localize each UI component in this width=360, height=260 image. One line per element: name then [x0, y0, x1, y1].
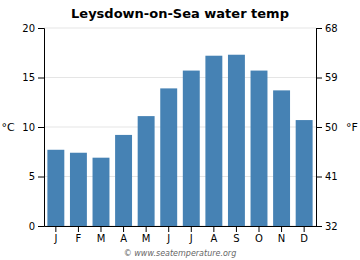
grid-line: [44, 77, 316, 78]
bar: [296, 120, 313, 226]
y-tick-label: 15: [22, 72, 35, 83]
title: Leysdown-on-Sea water temp: [71, 6, 289, 21]
annotation: © www.seatemperature.org: [124, 249, 236, 258]
bar: [251, 71, 268, 226]
x-tick-mark: [236, 226, 237, 232]
x-tick-label: A: [210, 233, 217, 244]
grid-line: [44, 28, 316, 29]
bars: [47, 55, 312, 226]
y-axis-label: °C: [1, 121, 15, 134]
x-tick-label: S: [233, 233, 239, 244]
x-tick-label: M: [97, 233, 106, 244]
x-tick-mark: [123, 226, 124, 232]
y2-tick-mark: [316, 226, 322, 227]
x-tick: A: [120, 226, 127, 244]
axis-line: [38, 29, 45, 227]
y2-tick-mark: [316, 78, 322, 79]
y2-tick: 68: [316, 23, 338, 34]
x-axis: JFMAMJJASOND: [45, 226, 317, 244]
y-tick: 15: [22, 72, 44, 83]
axis-line: [45, 226, 317, 227]
x-tick: M: [97, 226, 106, 244]
bar: [115, 135, 132, 226]
y2-tick-label: 68: [325, 23, 338, 34]
bar: [47, 150, 64, 226]
y2-tick-mark: [316, 127, 322, 128]
bar: [205, 56, 222, 226]
x-tick-mark: [281, 226, 282, 232]
x-tick: J: [166, 226, 170, 244]
x-tick-label: M: [142, 233, 151, 244]
x-tick-label: D: [300, 233, 308, 244]
y2-axis: 32 41 50 59 68: [316, 23, 338, 232]
x-tick: J: [189, 226, 193, 244]
x-tick-label: J: [189, 233, 193, 244]
x-tick: A: [210, 226, 217, 244]
y2-tick-label: 32: [325, 221, 338, 232]
x-tick-mark: [146, 226, 147, 232]
y-tick-mark: [38, 177, 44, 178]
x-tick-mark: [100, 226, 101, 232]
x-tick-label: N: [278, 233, 285, 244]
y2-tick: 59: [316, 72, 338, 83]
x-tick-label: J: [166, 233, 170, 244]
y-tick: 5: [29, 171, 44, 182]
y-tick-mark: [38, 127, 44, 128]
y2-tick-mark: [316, 28, 322, 29]
y2-axis-label: °F: [346, 121, 358, 134]
y2-tick-label: 50: [325, 122, 338, 133]
y2-tick: 32: [316, 221, 338, 232]
bar: [160, 88, 177, 226]
x-tick-mark: [213, 226, 214, 232]
axis-line: [317, 29, 323, 227]
x-tick-mark: [259, 226, 260, 232]
y-tick-mark: [38, 78, 44, 79]
y-tick-label: 0: [29, 221, 35, 232]
bar: [273, 90, 290, 226]
bar: [70, 153, 87, 226]
y2-tick-label: 59: [325, 72, 338, 83]
y-tick-mark: [38, 226, 44, 227]
x-tick: F: [76, 226, 82, 244]
x-tick: O: [255, 226, 263, 244]
y-tick: 0: [29, 221, 44, 232]
y-tick-label: 20: [22, 23, 35, 34]
x-tick-label: F: [76, 233, 82, 244]
y2-tick: 50: [316, 122, 338, 133]
y2-tick: 41: [316, 171, 338, 182]
y2-tick-label: 41: [325, 171, 338, 182]
grid: [44, 28, 316, 226]
x-tick-mark: [55, 226, 56, 232]
chart: J F M A M J J A S O N D 0 5 10 15 20 32 41 50 59 68 °C °F Leysdo…: [0, 0, 360, 260]
x-tick-mark: [304, 226, 305, 232]
bar: [93, 158, 110, 226]
x-tick-mark: [191, 226, 192, 232]
x-tick-label: J: [53, 233, 57, 244]
x-tick: D: [300, 226, 308, 244]
y2-tick-mark: [316, 177, 322, 178]
bar: [183, 71, 200, 226]
y-tick-mark: [38, 28, 44, 29]
x-tick: M: [142, 226, 151, 244]
x-tick-label: A: [120, 233, 127, 244]
x-tick: J: [53, 226, 57, 244]
bar: [138, 116, 155, 226]
bar: [228, 55, 245, 226]
plot: J F M A M J J A S O N D 0 5 10 15 20 32 41 50 59 68 °C °F: [1, 23, 358, 244]
x-tick: S: [233, 226, 239, 244]
x-tick: N: [278, 226, 285, 244]
x-tick-mark: [168, 226, 169, 232]
y-axis: 0 5 10 15 20: [22, 23, 44, 232]
x-tick-mark: [78, 226, 79, 232]
y-tick: 10: [22, 122, 44, 133]
y-tick-label: 10: [22, 122, 35, 133]
x-tick-label: O: [255, 233, 263, 244]
y-tick: 20: [22, 23, 44, 34]
y-tick-label: 5: [29, 171, 35, 182]
